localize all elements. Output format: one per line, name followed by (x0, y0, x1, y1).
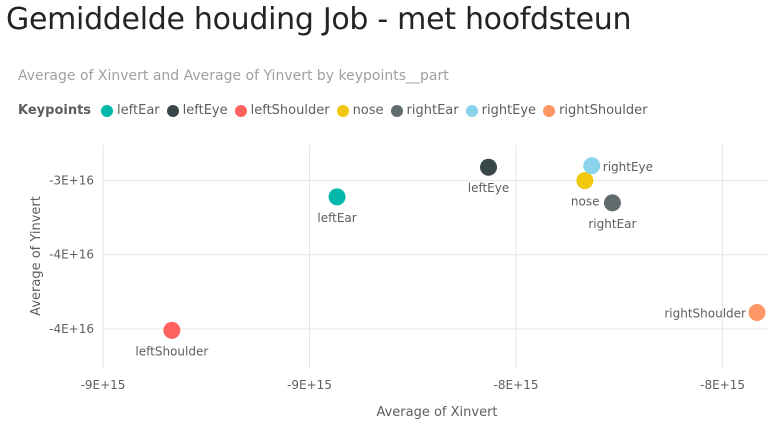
y-tick-label: -3E+16 (49, 174, 94, 188)
legend: Keypoints leftEar leftEye leftShoulder nose… (18, 103, 655, 118)
point-rightEar[interactable] (603, 194, 621, 212)
point-leftEye[interactable] (480, 158, 498, 176)
x-tick-label: -9E+15 (81, 378, 126, 392)
legend-title: Keypoints (18, 103, 92, 118)
legend-marker-rightShoulder (543, 104, 556, 117)
page-title: Gemiddelde houding Job - met hoofdsteun (6, 2, 632, 37)
legend-marker-rightEye (465, 104, 478, 117)
point-rightShoulder[interactable] (748, 304, 766, 322)
legend-label-nose: nose (352, 103, 384, 118)
legend-item-leftEye[interactable]: leftEye (166, 103, 228, 118)
point-layer: leftEar leftEye leftShoulder nose rightEar ri… (135, 157, 766, 358)
legend-label-rightEar: rightEar (406, 103, 459, 118)
legend-marker-leftEye (166, 104, 179, 117)
point-leftShoulder[interactable] (163, 321, 181, 339)
legend-label-leftEye: leftEye (182, 103, 228, 118)
point-leftEar[interactable] (328, 188, 346, 206)
data-label-rightEar: rightEar (588, 217, 636, 231)
x-tick-label: -9E+15 (287, 378, 332, 392)
data-label-nose: nose (571, 195, 600, 209)
legend-label-rightEye: rightEye (481, 103, 537, 118)
data-label-leftShoulder: leftShoulder (135, 344, 208, 358)
legend-marker-rightEar (390, 104, 403, 117)
legend-item-nose[interactable]: nose (336, 103, 384, 118)
y-tick-label: -4E+16 (49, 322, 94, 336)
legend-item-rightEye[interactable]: rightEye (465, 103, 537, 118)
data-label-rightEye: rightEye (603, 160, 653, 174)
data-label-leftEar: leftEar (317, 211, 356, 225)
y-tick-label: -4E+16 (49, 248, 94, 262)
legend-item-rightEar[interactable]: rightEar (390, 103, 459, 118)
point-rightEye[interactable] (583, 157, 601, 175)
legend-marker-leftEar (101, 104, 114, 117)
legend-label-rightShoulder: rightShoulder (559, 103, 648, 118)
legend-item-leftEar[interactable]: leftEar (101, 103, 160, 118)
legend-marker-nose (336, 104, 349, 117)
y-axis-title: Average of Yinvert (29, 196, 44, 316)
legend-item-leftShoulder[interactable]: leftShoulder (234, 103, 330, 118)
legend-label-leftEar: leftEar (117, 103, 160, 118)
x-axis-title: Average of Xinvert (376, 405, 497, 420)
axis-layer: -9E+15 -9E+15 -8E+15 -8E+15 -3E+16 -4E+16 -4E+… (29, 174, 745, 420)
legend-marker-leftShoulder (234, 104, 247, 117)
data-label-rightShoulder: rightShoulder (664, 307, 746, 321)
legend-label-leftShoulder: leftShoulder (250, 103, 330, 118)
grid-layer (102, 145, 768, 368)
chart-title: Average of Xinvert and Average of Yinver… (18, 68, 449, 84)
legend-item-rightShoulder[interactable]: rightShoulder (543, 103, 648, 118)
point-nose[interactable] (576, 172, 594, 190)
x-tick-label: -8E+15 (494, 378, 539, 392)
x-tick-label: -8E+15 (700, 378, 745, 392)
data-label-leftEye: leftEye (468, 181, 510, 195)
